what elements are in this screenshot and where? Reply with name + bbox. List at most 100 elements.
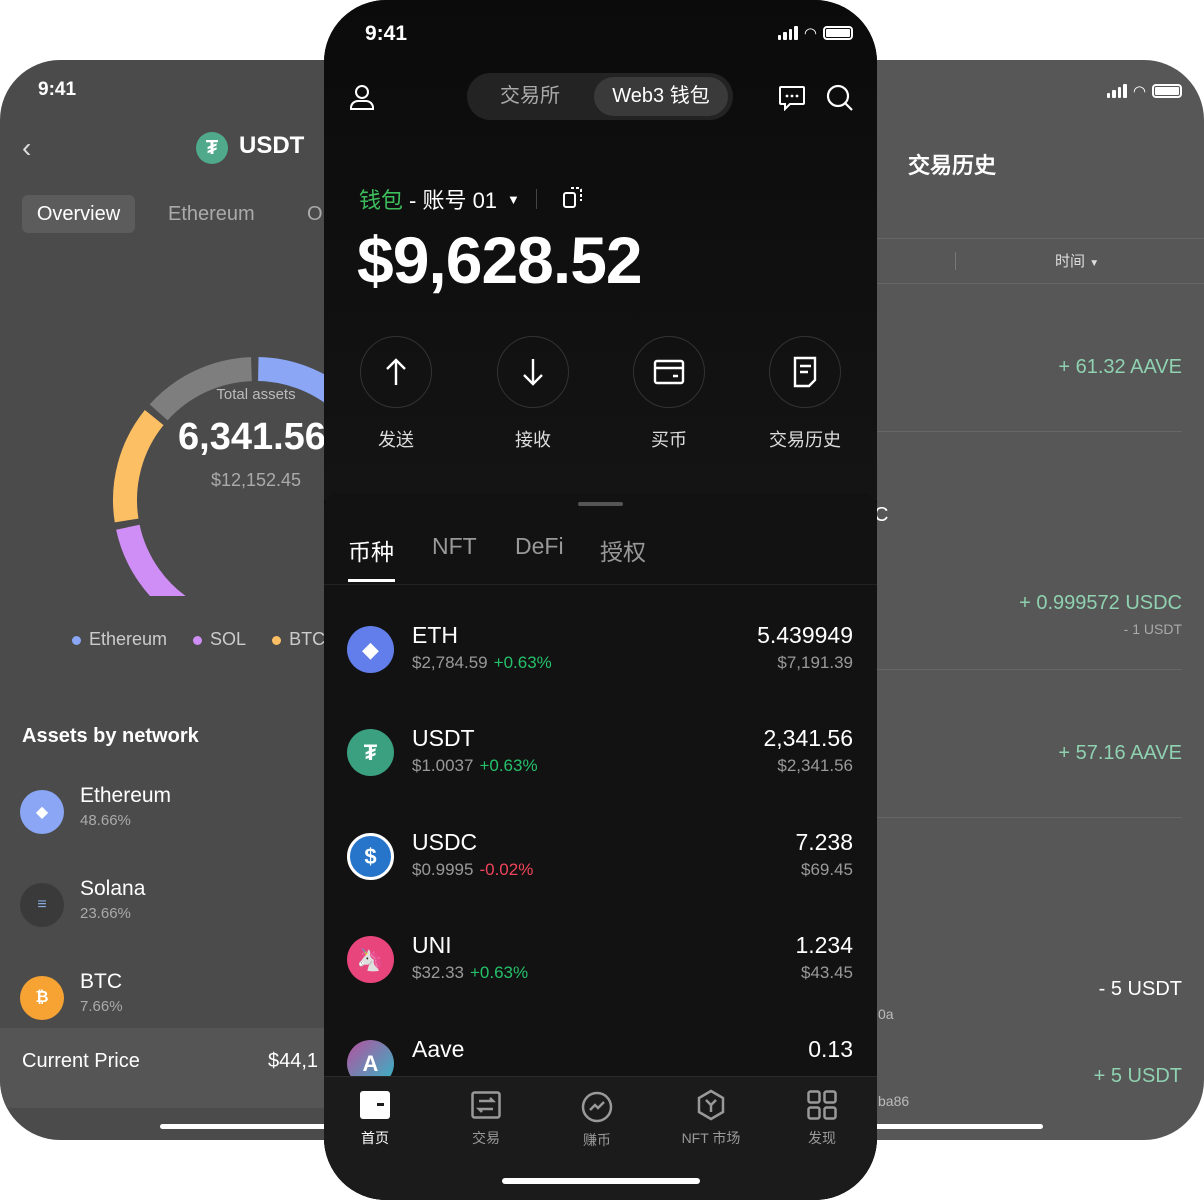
earn-chart-icon <box>581 1091 613 1123</box>
battery-icon <box>1152 84 1182 98</box>
wallet-label: 钱包 <box>359 188 404 213</box>
wifi-icon: ◠ <box>1132 83 1146 100</box>
network-pct: 23.66% <box>80 905 131 922</box>
token-row-usdc[interactable]: $ USDC $0.9995 -0.02% 7.238 $69.45 <box>324 819 877 922</box>
tab-approvals[interactable]: 授权 <box>600 539 646 565</box>
nav-discover[interactable]: 发现 <box>772 1088 872 1148</box>
donut-center-label: Total assets <box>216 386 296 403</box>
token-amount: 7.238 <box>795 829 853 855</box>
home-indicator <box>870 1124 1043 1129</box>
ethereum-icon: ◆ <box>20 790 64 834</box>
donut-segment-sol <box>116 524 186 596</box>
card-icon <box>653 359 685 385</box>
token-price: $2,784.59 +0.63% <box>412 653 552 672</box>
home-indicator <box>502 1178 700 1184</box>
back-chevron-icon[interactable]: ‹ <box>22 132 32 163</box>
token-value: $69.45 <box>801 860 853 879</box>
send-button[interactable]: 发送 <box>341 336 451 452</box>
tab-overview[interactable]: Overview <box>22 195 135 233</box>
segment-exchange[interactable]: 交易所 <box>500 85 560 107</box>
action-label: 交易历史 <box>769 430 841 450</box>
usdc-icon: $ <box>347 833 394 880</box>
transaction-history-button[interactable]: 交易历史 <box>750 336 860 452</box>
discover-grid-icon <box>807 1090 837 1120</box>
action-label: 发送 <box>378 430 414 450</box>
signal-icon <box>777 26 798 40</box>
sheet-drag-handle[interactable] <box>578 502 623 506</box>
copy-switch-icon[interactable] <box>562 185 584 209</box>
signal-icon <box>1106 84 1127 98</box>
tx-amount: - 5 USDT <box>1098 978 1182 1000</box>
token-amount: 2,341.56 <box>763 725 853 751</box>
tx-partial: C <box>874 504 889 526</box>
status-time: 9:41 <box>38 79 77 100</box>
network-name: Ethereum <box>80 784 172 807</box>
legend-ethereum: Ethereum <box>72 629 167 650</box>
receive-arrow-down-icon <box>523 359 543 386</box>
solana-icon: ≡ <box>20 883 64 927</box>
divider <box>600 431 1182 432</box>
caret-down-icon: ▼ <box>1089 258 1100 269</box>
divider <box>600 238 1204 239</box>
current-price-label: Current Price <box>22 1050 140 1072</box>
network-name: BTC <box>80 970 122 993</box>
time-filter-dropdown[interactable]: 时间 ▼ <box>1055 253 1100 270</box>
battery-icon <box>823 26 853 40</box>
mode-switch: 交易所 Web3 钱包 <box>467 73 733 120</box>
legend-btc: BTC <box>272 629 325 650</box>
uni-icon: 🦄 <box>347 936 394 983</box>
tx-address: ba86 <box>878 1093 910 1109</box>
usdt-logo-icon: ₮ <box>196 132 228 164</box>
assets-by-network-heading: Assets by network <box>22 725 199 747</box>
chart-legend: Ethereum SOL BTC <box>72 629 325 650</box>
tx-amount: + 0.999572 USDC <box>1019 592 1182 614</box>
token-value: $2,341.56 <box>777 756 853 775</box>
segment-web3-wallet[interactable]: Web3 钱包 <box>594 77 728 116</box>
tab-other[interactable]: O <box>307 203 323 225</box>
nav-earn[interactable]: 赚币 <box>547 1090 647 1150</box>
account-label: - 账号 01 <box>409 188 498 213</box>
action-label: 接收 <box>515 430 551 450</box>
search-icon[interactable] <box>826 84 854 112</box>
divider <box>535 189 537 209</box>
account-selector[interactable]: 钱包 - 账号 01 ▼ <box>359 183 537 215</box>
token-row-uni[interactable]: 🦄 UNI $32.33 +0.63% 1.234 $43.45 <box>324 922 877 1025</box>
tab-tokens[interactable]: 币种 <box>348 539 394 565</box>
home-indicator <box>160 1124 460 1129</box>
nft-hexagon-icon <box>697 1089 725 1121</box>
trade-swap-icon <box>471 1091 501 1119</box>
message-icon[interactable] <box>778 85 806 111</box>
token-name: Aave <box>412 1036 465 1062</box>
status-time: 9:41 <box>365 22 408 45</box>
token-name: USDC <box>412 829 478 855</box>
current-price-value: $44,1 <box>268 1050 319 1072</box>
profile-icon[interactable] <box>348 83 376 111</box>
donut-segment-btc <box>113 410 164 523</box>
tab-defi[interactable]: DeFi <box>515 533 564 559</box>
token-amount: 0.13 <box>808 1036 853 1062</box>
nav-home[interactable]: 首页 <box>325 1088 425 1148</box>
tx-amount: + 5 USDT <box>1093 1065 1182 1087</box>
send-arrow-up-icon <box>386 358 406 385</box>
usdt-icon: ₮ <box>347 729 394 776</box>
tab-nft[interactable]: NFT <box>432 533 477 559</box>
token-value: $7,191.39 <box>777 653 853 672</box>
donut-usd: $12,152.45 <box>210 470 302 490</box>
tx-address: 0a <box>878 1006 894 1022</box>
tx-amount: + 61.32 AAVE <box>1058 356 1182 378</box>
nav-trade[interactable]: 交易 <box>436 1088 536 1148</box>
token-row-eth[interactable]: ◆ ETH $2,784.59 +0.63% 5.439949 $7,191.39 <box>324 612 877 715</box>
home-wallet-icon <box>360 1091 390 1119</box>
tx-amount: + 57.16 AAVE <box>1058 742 1182 764</box>
divider <box>600 817 1182 818</box>
token-row-usdt[interactable]: ₮ USDT $1.0037 +0.63% 2,341.56 $2,341.56 <box>324 715 877 818</box>
bitcoin-icon: ₿ <box>20 976 64 1020</box>
tab-ethereum[interactable]: Ethereum <box>168 203 255 225</box>
buy-crypto-button[interactable]: 买币 <box>614 336 724 452</box>
receive-button[interactable]: 接收 <box>478 336 588 452</box>
token-amount: 5.439949 <box>757 622 853 648</box>
divider <box>955 252 956 270</box>
caret-down-icon: ▼ <box>507 191 520 207</box>
nav-nft-market[interactable]: NFT 市场 <box>661 1088 761 1148</box>
total-balance: $9,628.52 <box>357 223 643 297</box>
